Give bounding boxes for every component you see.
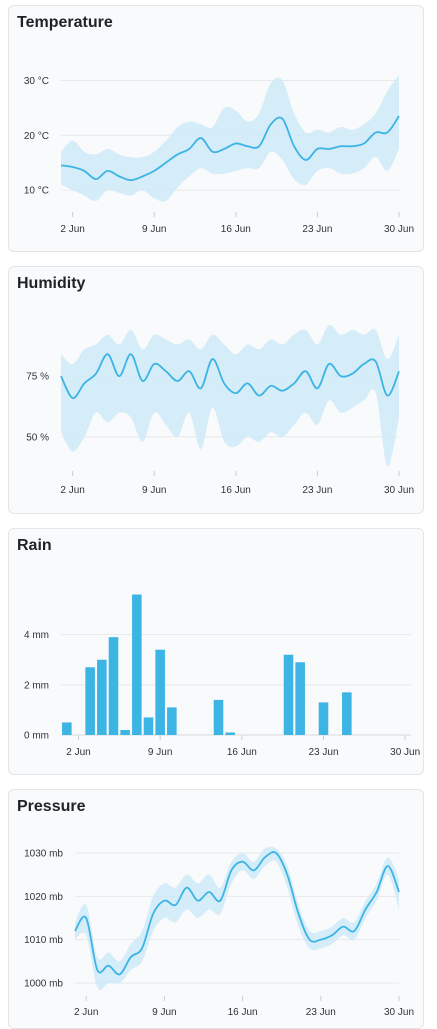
x-tick-label: 2 Jun [74,1007,98,1018]
pressure-chart: 1000 mb 1010 mb 1020 mb 1030 mb 2 Jun 9 Jun 16… [24,846,414,1018]
rain-bar [85,667,95,735]
series-line [60,353,400,399]
rain-bar [143,717,154,735]
x-tick-label: 23 Jun [302,224,332,235]
x-tick-label: 9 Jun [148,747,172,758]
x-tick-label: 30 Jun [384,224,414,235]
x-tick-label: 16 Jun [221,485,251,496]
rain-bar [225,732,235,735]
humidity-card: Humidity 50 % 75 % 2 Jun 9 Jun 16 Jun 23 Jun 3… [8,266,424,514]
x-tick-label: 2 Jun [60,485,84,496]
x-tick-label: 30 Jun [384,1007,414,1018]
y-tick-label: 1010 mb [24,935,63,946]
x-tick-label: 9 Jun [152,1007,176,1018]
x-tick-label: 23 Jun [306,1007,336,1018]
y-tick-label: 20 °C [24,131,49,142]
y-tick-label: 1020 mb [24,892,63,903]
y-tick-label: 75 % [26,372,49,383]
range-band [61,324,399,467]
rain-card: Rain 0 mm 2 mm 4 mm 2 Jun 9 Jun 16 Jun 23 Jun 3… [8,528,424,775]
x-tick-label: 16 Jun [228,1007,258,1018]
x-tick-label: 9 Jun [142,485,166,496]
range-band [75,846,399,991]
y-tick-label: 4 mm [24,630,49,641]
rain-chart: 0 mm 2 mm 4 mm 2 Jun 9 Jun 16 Jun 23 Jun 30 Jun [24,594,420,758]
series-line [74,851,400,976]
rain-bar [155,649,165,735]
y-tick-label: 10 °C [24,186,49,197]
temperature-card: Temperature 10 °C 20 °C 30 °C 2 Jun 9 Jun 16 … [8,5,424,252]
series-line [60,115,400,182]
rain-title: Rain [17,537,52,554]
x-tick-label: 2 Jun [66,747,90,758]
rain-bar [283,654,294,735]
x-tick-label: 9 Jun [142,224,166,235]
y-tick-label: 1000 mb [24,979,63,990]
x-tick-label: 23 Jun [308,747,338,758]
pressure-title: Pressure [17,798,86,815]
x-tick-label: 30 Jun [390,747,420,758]
rain-bar [62,722,72,735]
range-band [61,74,399,202]
rain-bar [97,659,107,735]
rain-bar [167,707,177,735]
x-tick-label: 30 Jun [384,485,414,496]
y-tick-label: 2 mm [24,680,49,691]
rain-bar [132,594,142,735]
rain-bar [213,699,224,735]
humidity-chart: 50 % 75 % 2 Jun 9 Jun 16 Jun 23 Jun 30 Jun [26,324,414,496]
y-tick-label: 30 °C [24,76,49,87]
y-tick-label: 1030 mb [24,849,63,860]
y-tick-label: 0 mm [24,731,49,742]
temperature-title: Temperature [17,14,113,31]
y-tick-label: 50 % [26,432,49,443]
rain-bar [295,662,305,735]
temperature-chart: 10 °C 20 °C 30 °C 2 Jun 9 Jun 16 Jun 23 Jun 30 … [24,74,414,235]
pressure-card: Pressure 1000 mb 1010 mb 1020 mb 1030 mb 2 J… [8,789,424,1029]
x-tick-label: 2 Jun [60,224,84,235]
rain-bar [318,702,329,735]
x-tick-label: 16 Jun [221,224,251,235]
rain-bar [342,692,352,735]
x-tick-label: 23 Jun [302,485,332,496]
rain-bar [108,637,119,735]
rain-bar [120,729,130,735]
x-tick-label: 16 Jun [227,747,257,758]
humidity-title: Humidity [17,275,86,292]
